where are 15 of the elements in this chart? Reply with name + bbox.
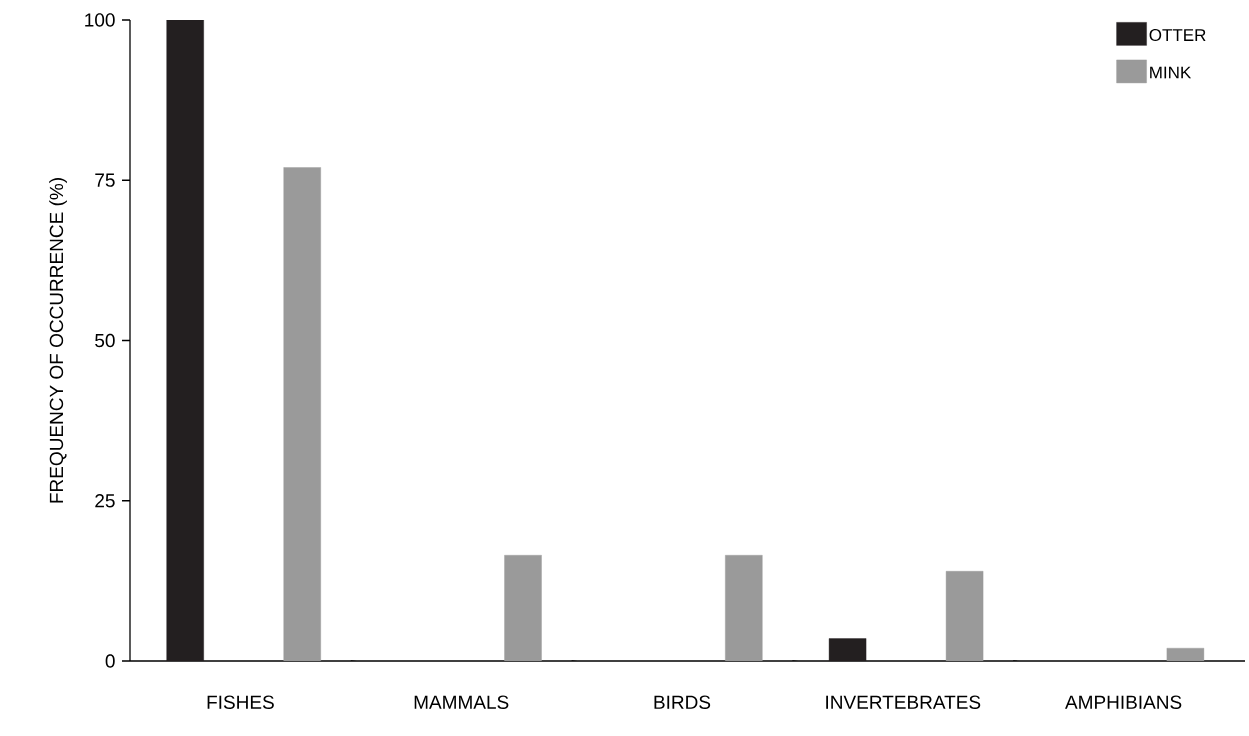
- y-tick-label: 75: [95, 173, 115, 187]
- bar: [828, 638, 867, 661]
- legend-label: MINK: [1150, 66, 1192, 79]
- y-tick-label: 100: [85, 13, 115, 27]
- x-tick-label: AMPHIBIANS: [1065, 695, 1182, 709]
- legend-label: OTTER: [1149, 29, 1206, 42]
- x-tick-label: FISHES: [207, 695, 274, 709]
- x-tick-label: INVERTEBRATES: [826, 695, 981, 709]
- x-tick-label: MAMMALS: [414, 695, 509, 709]
- y-tick-label: 0: [105, 654, 115, 668]
- x-tick-label: BIRDS: [654, 695, 711, 709]
- y-tick-label: 50: [95, 333, 115, 348]
- y-axis-title: FREQUENCY OF OCCURRENCE (%): [49, 178, 67, 503]
- y-tick-label: 25: [95, 494, 115, 508]
- bar: [166, 19, 204, 661]
